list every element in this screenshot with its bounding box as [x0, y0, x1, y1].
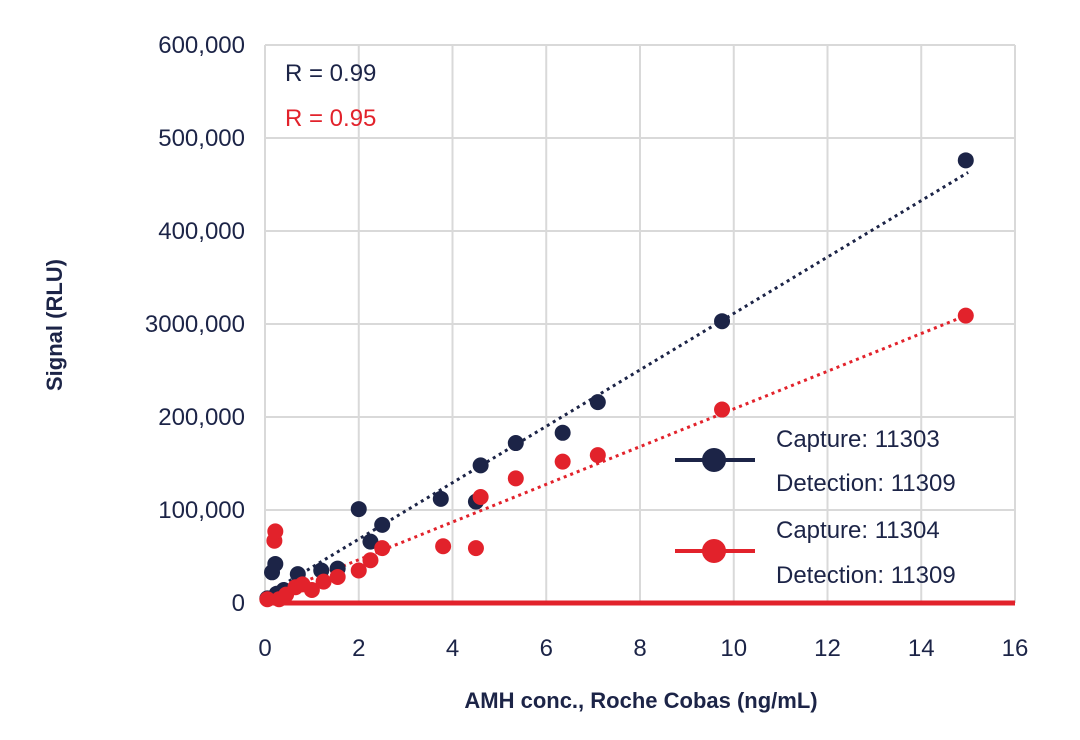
x-tick-label: 4	[446, 635, 459, 662]
data-point-series-1	[957, 152, 974, 169]
data-point-series-1	[362, 533, 379, 550]
data-point-series-1	[350, 501, 367, 518]
data-point-series-1	[714, 313, 731, 330]
data-point-series-2	[350, 562, 367, 579]
legend-label-series-2-line1: Capture: 11304	[776, 517, 940, 544]
y-tick-label: 500,000	[158, 125, 245, 152]
legend-label-series-1-line1: Capture: 11303	[776, 426, 940, 453]
x-tick-label: 2	[352, 635, 365, 662]
data-point-series-1	[432, 490, 449, 507]
data-point-series-2	[362, 552, 379, 569]
data-point-series-2	[472, 488, 489, 505]
y-tick-labels: 0 100,000 200,000 3000,000 400,000 500,000 600…	[145, 32, 245, 617]
data-point-series-2	[315, 573, 332, 590]
data-point-series-1	[507, 435, 524, 452]
data-point-series-2	[374, 540, 391, 557]
legend-label-series-1-line2: Detection: 11309	[776, 470, 956, 497]
legend-entry-series-1: Capture: 11303 Detection: 11309	[675, 426, 956, 497]
data-point-series-1	[554, 424, 571, 441]
y-axis-title: Signal (RLU)	[42, 259, 67, 391]
y-tick-label: 200,000	[158, 404, 245, 431]
x-tick-label: 12	[814, 635, 841, 662]
x-tick-label: 0	[258, 635, 271, 662]
legend-marker-series-2	[702, 539, 726, 563]
x-axis-title: AMH conc., Roche Cobas (ng/mL)	[464, 688, 817, 713]
y-tick-label: 400,000	[158, 218, 245, 245]
legend-marker-series-1	[702, 448, 726, 472]
x-tick-label: 14	[908, 635, 935, 662]
data-point-series-2	[303, 581, 320, 598]
x-tick-label: 16	[1002, 635, 1029, 662]
data-point-series-2	[554, 453, 571, 470]
x-tick-label: 8	[633, 635, 646, 662]
data-point-series-2	[957, 307, 974, 324]
y-tick-label: 100,000	[158, 497, 245, 524]
data-point-series-2	[435, 538, 452, 555]
y-tick-label: 600,000	[158, 32, 245, 59]
legend-entry-series-2: Capture: 11304 Detection: 11309	[675, 517, 956, 589]
y-tick-label: 0	[232, 590, 245, 617]
data-point-series-1	[589, 394, 606, 411]
data-point-series-2	[714, 401, 731, 418]
x-tick-label: 6	[540, 635, 553, 662]
data-points	[259, 152, 974, 608]
x-tick-label: 10	[720, 635, 747, 662]
data-point-series-2	[259, 591, 276, 608]
r-value-series-2: R = 0.95	[285, 105, 376, 132]
data-point-series-2	[329, 568, 346, 585]
data-point-series-1	[472, 457, 489, 474]
data-point-series-2	[467, 540, 484, 557]
y-tick-label: 3000,000	[145, 311, 245, 338]
data-point-series-1	[267, 555, 284, 572]
grid	[264, 44, 1016, 604]
data-point-series-2	[267, 523, 284, 540]
legend: Capture: 11303 Detection: 11309 Capture:…	[675, 426, 956, 589]
x-tick-labels: 0 2 4 6 8 10 12 14 16	[258, 635, 1028, 662]
data-point-series-2	[507, 470, 524, 487]
data-point-series-1	[374, 516, 391, 533]
legend-label-series-2-line2: Detection: 11309	[776, 562, 956, 589]
r-value-series-1: R = 0.99	[285, 60, 376, 87]
data-point-series-2	[589, 447, 606, 464]
